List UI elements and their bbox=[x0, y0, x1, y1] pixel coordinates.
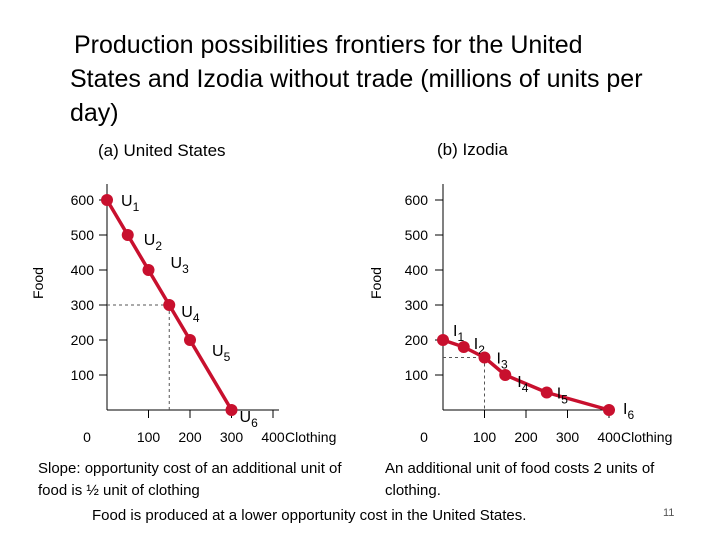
us-point-U5 bbox=[184, 334, 196, 346]
us-frontier-line bbox=[105, 199, 234, 411]
izodia-point-I6 bbox=[603, 404, 615, 416]
us-point-label: U5 bbox=[212, 343, 231, 364]
izodia-y-tick-label: 300 bbox=[405, 297, 429, 313]
us-y-tick-label: 600 bbox=[71, 192, 95, 208]
izodia-point-I1 bbox=[437, 334, 449, 346]
izodia-point-label: I2 bbox=[474, 336, 485, 357]
us-panel-title: (a) United States bbox=[98, 141, 226, 160]
izodia-x-tick-label: 300 bbox=[556, 429, 580, 445]
us-point-U6 bbox=[225, 404, 238, 416]
us-y-tick-label: 400 bbox=[71, 262, 95, 278]
us-point-label: U1 bbox=[121, 193, 140, 214]
us-point-label: U4 bbox=[181, 304, 200, 325]
izodia-x-tick-label: 400 bbox=[597, 429, 621, 445]
us-y-tick-label: 100 bbox=[71, 367, 95, 383]
us-slope-note: Slope: opportunity cost of an additional… bbox=[38, 460, 342, 499]
us-x-tick-label: 0 bbox=[83, 429, 91, 445]
us-y-tick-label: 200 bbox=[71, 332, 95, 348]
izodia-y-tick-label: 100 bbox=[405, 367, 429, 383]
us-x-tick-label: 100 bbox=[137, 429, 161, 445]
us-x-tick-label: 200 bbox=[178, 429, 202, 445]
us-y-axis-label: Food bbox=[30, 267, 46, 299]
us-y-tick-label: 500 bbox=[71, 227, 95, 243]
us-point-label: U3 bbox=[171, 255, 190, 276]
us-point-U4 bbox=[163, 299, 176, 311]
izodia-y-tick-label: 600 bbox=[405, 192, 429, 208]
us-point-U2 bbox=[121, 229, 134, 241]
conclusion-text: Food is produced at a lower opportunity … bbox=[92, 507, 527, 524]
title-line-3: day) bbox=[70, 99, 119, 127]
us-point-label: U6 bbox=[240, 409, 259, 430]
izodia-point-I4 bbox=[499, 369, 512, 381]
us-x-tick-label: 300 bbox=[220, 429, 244, 445]
us-x-tick-label: 400 bbox=[261, 429, 285, 445]
izodia-point-I2 bbox=[457, 341, 470, 353]
izodia-point-I5 bbox=[540, 386, 553, 399]
slide-title: Production possibilities frontiers for t… bbox=[70, 28, 690, 130]
title-line-2: States and Izodia without trade (million… bbox=[70, 65, 643, 93]
izodia-y-tick-label: 200 bbox=[405, 332, 429, 348]
us-x-axis-label: Clothing bbox=[285, 429, 336, 445]
izodia-x-tick-label: 0 bbox=[420, 429, 428, 445]
izodia-panel-title: (b) Izodia bbox=[437, 140, 508, 159]
izodia-point-I3 bbox=[478, 351, 491, 364]
izodia-point-label: I4 bbox=[517, 374, 528, 395]
izodia-x-tick-label: 200 bbox=[514, 429, 538, 445]
izodia-point-label: I5 bbox=[557, 386, 568, 407]
us-y-tick-label: 300 bbox=[71, 297, 95, 313]
izodia-x-tick-label: 100 bbox=[473, 429, 497, 445]
slide-number: 11 bbox=[663, 507, 675, 519]
izodia-cost-note: An additional unit of food costs 2 units… bbox=[385, 460, 655, 499]
title-line-1: Production possibilities frontiers for t… bbox=[74, 31, 583, 59]
izodia-y-tick-label: 400 bbox=[405, 262, 429, 278]
us-point-U1 bbox=[101, 194, 113, 206]
us-point-label: U2 bbox=[144, 232, 163, 253]
us-point-U3 bbox=[142, 264, 155, 276]
izodia-x-axis-label: Clothing bbox=[621, 429, 672, 445]
izodia-point-label: I1 bbox=[453, 323, 464, 344]
izodia-y-axis-label: Food bbox=[368, 267, 384, 299]
izodia-point-label: I3 bbox=[497, 351, 508, 372]
izodia-y-tick-label: 500 bbox=[405, 227, 429, 243]
izodia-point-label: I6 bbox=[623, 401, 634, 422]
